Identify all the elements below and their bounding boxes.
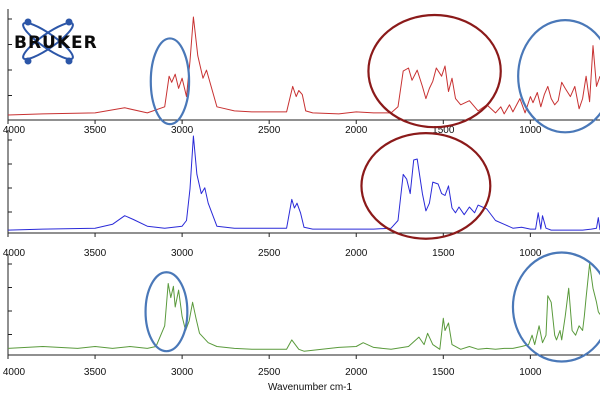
highlight-ellipse [144, 271, 189, 353]
highlight-ellipse [367, 13, 502, 129]
x-tick-label: 2500 [258, 248, 281, 259]
x-tick-label: 1000 [519, 248, 542, 259]
spectrum-line-1 [7, 16, 600, 116]
x-tick-label: 2500 [258, 367, 281, 378]
x-tick-label: 3000 [171, 248, 194, 259]
x-tick-label: 2000 [345, 248, 368, 259]
highlight-ellipse [360, 132, 492, 240]
x-tick-label: 2500 [258, 125, 281, 136]
x-tick-label: 3000 [171, 367, 194, 378]
x-tick-label: 1000 [519, 367, 542, 378]
highlight-ellipse [149, 37, 191, 126]
x-axis-title: Wavenumber cm-1 [268, 382, 353, 393]
x-tick-label: 1000 [519, 125, 542, 136]
x-tick-label: 3500 [84, 125, 107, 136]
bruker-logo: BRUKER [14, 18, 98, 65]
x-tick-label: 1500 [432, 125, 455, 136]
panel-1: 4000 3500 3000 2500 2000 1500 1000 [3, 9, 600, 136]
x-tick-label: 2000 [345, 367, 368, 378]
x-tick-label: 1500 [432, 248, 455, 259]
highlight-ellipse [511, 251, 600, 363]
panel-3: 4000 3500 3000 2500 2000 1500 1000 [3, 254, 600, 378]
logo-text: BRUKER [14, 33, 98, 53]
x-tick-label: 1500 [432, 367, 455, 378]
panel-2: 4000 3500 3000 2500 2000 1500 1000 [3, 130, 600, 259]
x-tick-label: 4000 [3, 125, 26, 136]
x-tick-label: 3500 [84, 367, 107, 378]
x-tick-label: 4000 [3, 248, 26, 259]
x-tick-label: 3000 [171, 125, 194, 136]
spectrum-line-3 [7, 263, 600, 352]
x-tick-label: 3500 [84, 248, 107, 259]
x-tick-label: 4000 [3, 367, 26, 378]
spectrum-line-2 [7, 135, 600, 231]
highlight-ellipse [517, 19, 600, 134]
atom-icon [22, 18, 74, 65]
x-tick-label: 2000 [345, 125, 368, 136]
spectra-panels: 4000 3500 3000 2500 2000 1500 1000 4000 3500 3000… [3, 9, 600, 378]
